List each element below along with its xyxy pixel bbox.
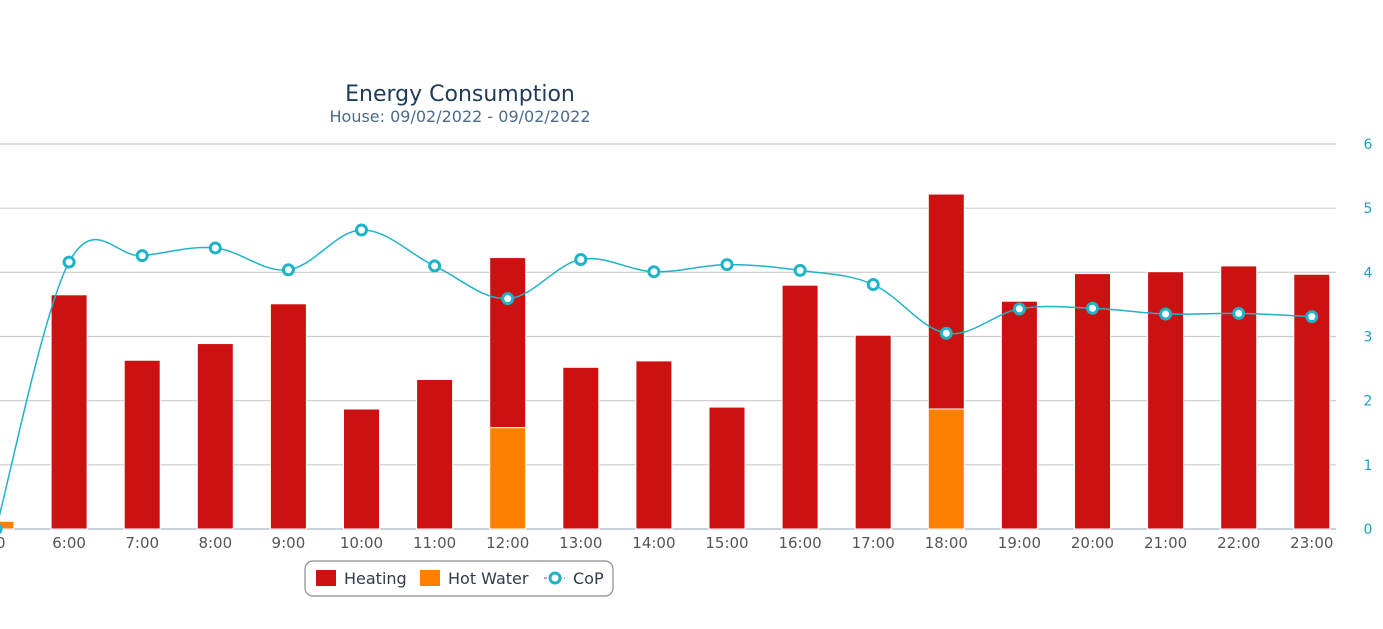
x-tick-label-19:00: 19:00 <box>998 534 1041 552</box>
x-tick-label-10:00: 10:00 <box>340 534 383 552</box>
x-tick-label-9:00: 9:00 <box>272 534 306 552</box>
heating-bar-13:00 <box>562 366 600 530</box>
cop-point-20:00 <box>1086 301 1099 315</box>
x-tick-label-14:00: 14:00 <box>632 534 675 552</box>
heating-bar-14:00 <box>635 360 673 530</box>
x-axis-layer: 00 6:00 7:00 8:00 9:00 10:00 11:00 12:00 13:00 14… <box>0 534 1333 552</box>
cop-legend-label: CoP <box>573 569 604 588</box>
x-tick-label-18:00: 18:00 <box>925 534 968 552</box>
x-tick-label-11:00: 11:00 <box>413 534 456 552</box>
y-tick-label-1: 1 <box>1364 458 1373 474</box>
heating-bar-15:00 <box>708 406 746 530</box>
legend: Heating Hot Water CoP <box>304 560 614 597</box>
cop-point-14:00 <box>647 265 661 279</box>
heating-bar-20:00 <box>1074 273 1111 530</box>
cop-point-19:00 <box>1012 302 1026 316</box>
heating-bar-16:00 <box>781 284 819 530</box>
heating-bar-9:00 <box>269 303 307 530</box>
x-tick-label-21:00: 21:00 <box>1144 534 1187 552</box>
y-tick-label-6: 6 <box>1364 137 1373 153</box>
cop-line <box>0 229 1312 517</box>
cop-point-18:00 <box>939 326 953 340</box>
x-tick-label-15:00: 15:00 <box>705 534 748 552</box>
hot-water-bar-12:00 <box>489 427 527 530</box>
cop-point-15:00 <box>720 258 734 272</box>
cop-point-23:00 <box>1305 310 1319 324</box>
cop-point-9:00 <box>281 263 295 277</box>
x-tick-label-6:00: 6:00 <box>52 534 86 552</box>
cop-point-5:00 <box>0 523 3 535</box>
x-tick-label-16:00: 16:00 <box>778 534 821 552</box>
y-tick-label-4: 4 <box>1364 265 1373 281</box>
heating-bar-19:00 <box>1000 300 1038 530</box>
legend-box <box>304 560 614 597</box>
cop-point-8:00 <box>208 241 222 255</box>
cop-point-17:00 <box>866 278 880 292</box>
y-tick-label-2: 2 <box>1364 394 1373 410</box>
x-tick-label-17:00: 17:00 <box>852 534 895 552</box>
chart-title: Energy Consumption <box>345 82 575 107</box>
cop-point-13:00 <box>574 253 588 266</box>
x-tick-label-12:00: 12:00 <box>486 534 529 552</box>
heating-bar-17:00 <box>854 334 892 530</box>
heating-legend-swatch <box>316 570 336 586</box>
y-tick-label-5: 5 <box>1364 201 1373 217</box>
cop-point-22:00 <box>1232 306 1246 320</box>
cop-point-21:00 <box>1159 307 1173 321</box>
cop-point-11:00 <box>428 259 442 273</box>
heating-bar-7:00 <box>123 359 161 530</box>
x-tick-label-20:00: 20:00 <box>1071 534 1114 552</box>
line-layer <box>0 229 1312 517</box>
cop-point-6:00 <box>62 255 76 269</box>
hot-water-legend-label: Hot Water <box>448 569 529 588</box>
heating-bar-6:00 <box>50 294 88 530</box>
y-tick-label-0: 0 <box>1364 522 1373 538</box>
heating-legend-label: Heating <box>344 569 407 588</box>
cop-point-16:00 <box>793 263 807 277</box>
cop-point-12:00 <box>501 292 515 306</box>
x-tick-label-22:00: 22:00 <box>1217 534 1260 552</box>
heating-bar-22:00 <box>1220 265 1258 530</box>
hot-water-bar-5:00 <box>0 520 15 530</box>
cop-legend-marker <box>548 571 562 585</box>
heating-bar-18:00 <box>927 193 965 410</box>
heating-bar-12:00 <box>489 257 527 429</box>
chart-subtitle: House: 09/02/2022 - 09/02/2022 <box>330 107 591 126</box>
point-layer <box>0 223 1319 535</box>
x-tick-label-8:00: 8:00 <box>198 534 232 552</box>
bar-layer <box>0 193 1331 530</box>
heating-bar-8:00 <box>196 343 234 530</box>
y-tick-label-3: 3 <box>1364 330 1373 346</box>
heating-bar-10:00 <box>343 408 380 530</box>
x-tick-label-7:00: 7:00 <box>125 534 159 552</box>
cop-point-7:00 <box>135 249 149 263</box>
x-tick-label-23:00: 23:00 <box>1290 534 1333 552</box>
heating-bar-11:00 <box>416 378 454 530</box>
hot-water-bar-18:00 <box>927 408 965 530</box>
hot-water-legend-swatch <box>420 570 440 586</box>
cop-point-10:00 <box>355 223 368 237</box>
x-tick-label-5:00: 00 <box>0 534 6 552</box>
x-tick-label-13:00: 13:00 <box>559 534 602 552</box>
y-axis-layer: 0 1 2 3 4 5 6 <box>1364 137 1373 538</box>
